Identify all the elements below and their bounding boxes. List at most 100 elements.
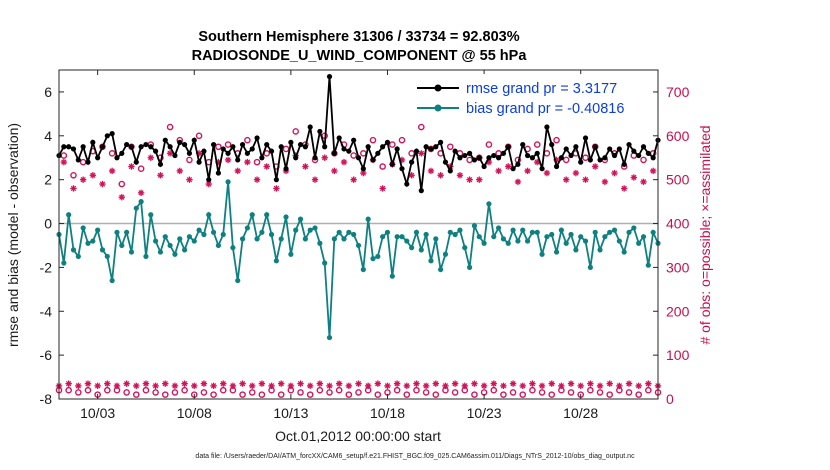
obs-possible-marker xyxy=(451,389,459,396)
bias-point xyxy=(621,249,627,255)
obs-assimilated-marker xyxy=(331,167,338,175)
obs-assimilated-marker xyxy=(104,380,111,387)
bias-point xyxy=(114,229,120,235)
bias-point xyxy=(230,245,236,251)
obs-assimilated-marker xyxy=(519,382,526,390)
obs-assimilated-stroke xyxy=(462,383,468,389)
rmse-point xyxy=(172,152,178,159)
obs-assimilated-marker xyxy=(278,380,285,387)
obs-possible-marker xyxy=(393,386,401,394)
bias-point xyxy=(544,234,550,240)
bias-point xyxy=(70,247,77,253)
obs-assimilated-stroke xyxy=(133,383,139,389)
rmse-point xyxy=(186,150,193,156)
obs-possible-marker xyxy=(625,389,633,396)
obs-assimilated-stroke xyxy=(220,380,226,387)
obs-possible-marker xyxy=(292,128,300,135)
obs-assimilated-stroke xyxy=(568,380,574,387)
obs-assimilated-marker xyxy=(563,176,570,183)
obs-possible-marker xyxy=(645,386,652,394)
rmse-point xyxy=(621,161,627,167)
bias-point xyxy=(331,236,337,242)
obs-assimilated-marker xyxy=(495,167,502,175)
rmse-point xyxy=(645,150,651,156)
bias-point xyxy=(360,266,366,273)
obs-assimilated-marker xyxy=(360,169,367,177)
bias-point xyxy=(539,251,545,257)
rmse-point xyxy=(99,144,106,150)
rmse-point xyxy=(380,144,386,150)
obs-possible-marker xyxy=(306,391,314,398)
obs-assimilated-stroke xyxy=(177,168,183,174)
rmse-point xyxy=(162,137,168,143)
obs-assimilated-stroke xyxy=(341,159,347,165)
obs-assimilated-stroke xyxy=(626,380,632,387)
obs-assimilated-marker xyxy=(514,178,522,186)
obs-assimilated-marker xyxy=(268,382,275,390)
obs-assimilated-marker xyxy=(239,380,246,387)
obs-assimilated-marker xyxy=(340,158,348,166)
rmse-point xyxy=(95,155,101,161)
rmse-point xyxy=(360,166,366,172)
rmse-point xyxy=(384,139,391,145)
obs-assimilated-marker xyxy=(645,380,652,387)
bias-point xyxy=(326,334,333,341)
rmse-point xyxy=(133,159,139,165)
obs-assimilated-stroke xyxy=(162,380,168,387)
bias-point xyxy=(104,253,110,260)
rmse-point xyxy=(611,152,618,159)
bias-point xyxy=(520,227,526,233)
bias-point xyxy=(220,231,226,238)
obs-assimilated-marker xyxy=(147,154,154,161)
obs-possible-marker xyxy=(519,391,527,398)
bias-point xyxy=(109,277,115,284)
obs-possible-marker xyxy=(224,141,232,148)
obs-assimilated-marker xyxy=(640,178,647,186)
rmse-point xyxy=(346,148,352,154)
rmse-point xyxy=(220,146,226,152)
rmse-point xyxy=(481,163,487,170)
obs-assimilated-marker xyxy=(422,382,430,390)
obs-assimilated-stroke xyxy=(350,176,357,183)
bias-point xyxy=(273,258,279,264)
obs-possible-marker xyxy=(640,156,647,164)
obs-assimilated-marker xyxy=(162,380,169,387)
bias-point xyxy=(288,251,294,257)
left-tick-label: -2 xyxy=(40,259,53,275)
obs-assimilated-stroke xyxy=(423,383,429,389)
obs-assimilated-stroke xyxy=(85,380,91,387)
bias-point xyxy=(153,238,159,244)
bias-point xyxy=(201,231,207,238)
rmse-point xyxy=(307,124,313,130)
rmse-point xyxy=(317,128,323,135)
obs-assimilated-stroke xyxy=(148,155,154,161)
obs-assimilated-marker xyxy=(302,163,309,170)
plot-content xyxy=(55,73,662,398)
obs-assimilated-marker xyxy=(258,380,266,387)
rmse-point xyxy=(244,150,250,156)
obs-assimilated-stroke xyxy=(640,179,647,185)
left-tick-label: 2 xyxy=(44,172,52,188)
rmse-point xyxy=(573,144,579,150)
obs-assimilated-marker xyxy=(316,380,324,387)
rmse-point xyxy=(355,155,362,161)
bias-point xyxy=(428,258,434,264)
bias-point xyxy=(317,240,323,246)
obs-assimilated-stroke xyxy=(123,380,130,387)
obs-assimilated-marker xyxy=(355,380,362,387)
obs-possible-marker xyxy=(123,389,130,396)
rmse-point xyxy=(351,137,357,143)
obs-assimilated-stroke xyxy=(94,383,101,389)
obs-assimilated-marker xyxy=(186,176,193,183)
obs-assimilated-marker xyxy=(123,380,130,387)
obs-assimilated-stroke xyxy=(452,380,458,387)
obs-assimilated-stroke xyxy=(549,380,555,387)
x-axis: 10/03 10/08 10/13 10/18 10/23 10/28 xyxy=(80,70,598,421)
obs-assimilated-stroke xyxy=(582,176,589,183)
bias-point xyxy=(312,225,318,231)
obs-assimilated-stroke xyxy=(239,380,246,387)
right-tick-label: 600 xyxy=(666,128,690,144)
obs-assimilated-stroke xyxy=(505,163,511,170)
obs-assimilated-stroke xyxy=(201,380,207,387)
rmse-point xyxy=(524,152,531,159)
